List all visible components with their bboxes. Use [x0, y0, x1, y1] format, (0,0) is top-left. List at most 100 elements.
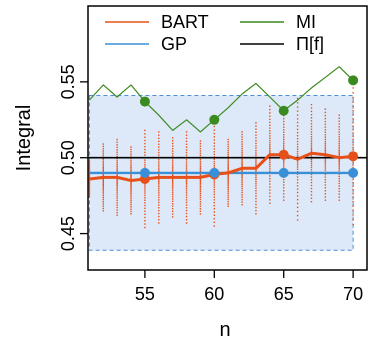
bart-sample-dot [241, 151, 243, 154]
bart-sample-dot [338, 160, 340, 163]
bart-sample-dot [269, 145, 271, 148]
bart-sample-dot [199, 178, 202, 181]
bart-sample-dot [213, 180, 216, 182]
series-marker-bart [348, 151, 359, 162]
bart-sample-dot [213, 204, 216, 207]
bart-sample-dot [171, 161, 174, 163]
bart-sample-dot [130, 184, 132, 186]
bart-sample-dot [352, 132, 354, 134]
bart-sample-dot [296, 152, 299, 155]
bart-sample-dot [88, 162, 91, 165]
bart-sample-dot [324, 161, 327, 163]
bart-sample-dot [255, 158, 257, 160]
bart-sample-dot [102, 196, 104, 199]
bart-sample-dot [88, 170, 91, 172]
bart-sample-dot [338, 193, 340, 195]
legend-label: MI [296, 12, 316, 32]
bart-sample-dot [158, 159, 160, 161]
bart-sample-dot [144, 139, 146, 142]
bart-sample-dot [130, 213, 132, 215]
bart-sample-dot [199, 150, 202, 152]
bart-sample-dot [255, 187, 257, 190]
bart-sample-dot [296, 114, 299, 116]
bart-sample-dot [213, 191, 216, 193]
bart-sample-dot [158, 161, 160, 163]
bart-sample-dot [171, 183, 174, 185]
bart-sample-dot [310, 184, 313, 187]
bart-sample-dot [158, 151, 160, 154]
series-line-bart [89, 151, 354, 182]
bart-sample-dot [241, 164, 243, 166]
bart-sample-dot [227, 170, 229, 172]
series-marker-gp [209, 167, 220, 178]
bart-sample-dot [352, 129, 354, 131]
bart-sample-dot [352, 87, 354, 89]
bart-sample-dot [171, 140, 174, 142]
bart-sample-dot [88, 167, 91, 169]
bart-sample-dot [130, 210, 132, 213]
bart-sample-dot [324, 176, 327, 178]
bart-sample-dot [296, 198, 299, 201]
bart-sample-dot [255, 180, 257, 183]
bart-sample-dot [102, 165, 104, 167]
bart-sample-dot [88, 190, 91, 192]
bart-sample-dot [324, 138, 327, 140]
bart-sample-dot [352, 218, 354, 221]
bart-sample-dot [338, 164, 340, 166]
bart-sample-dot [352, 146, 354, 149]
bart-sample-dot [116, 141, 118, 143]
bart-sample-dot [269, 160, 271, 162]
bart-sample-dot [227, 143, 229, 145]
bart-sample-dot [116, 191, 118, 193]
bart-sample-dot [296, 164, 299, 166]
bart-sample-dot [185, 163, 188, 165]
bart-sample-dot [324, 193, 327, 195]
bart-sample-dot [185, 204, 188, 206]
bart-sample-dot [116, 162, 118, 164]
bart-sample-dot [255, 131, 257, 133]
bart-sample-dot [269, 186, 271, 188]
bart-sample-dot [130, 170, 132, 172]
bart-sample-dot [241, 196, 243, 198]
bart-sample-dot [213, 132, 216, 135]
bart-sample-dot [88, 186, 91, 188]
bart-sample-dot [296, 162, 299, 164]
bart-sample-dot [102, 210, 104, 212]
bart-sample-dot [324, 178, 327, 181]
bart-sample-dot [227, 177, 229, 180]
bart-sample-dot [185, 192, 188, 194]
bart-sample-dot [269, 130, 271, 132]
bart-sample-dot [199, 169, 202, 171]
bart-sample-dot [171, 152, 174, 155]
bart-sample-dot [324, 140, 327, 143]
bart-sample-dot [296, 185, 299, 187]
bart-sample-dot [255, 150, 257, 152]
bart-sample-dot [199, 170, 202, 173]
bart-sample-dot [269, 108, 271, 111]
bart-sample-dot [255, 209, 257, 212]
bart-sample-dot [352, 105, 354, 108]
bart-sample-dot [144, 199, 146, 201]
bart-sample-dot [158, 219, 160, 221]
bart-sample-dot [310, 179, 313, 181]
bart-sample-dot [158, 182, 160, 184]
bart-sample-dot [227, 149, 229, 152]
bart-sample-dot [116, 160, 118, 162]
bart-sample-dot [144, 202, 146, 204]
bart-sample-dot [88, 193, 91, 196]
bart-sample-dot [102, 178, 104, 181]
bart-sample-dot [144, 164, 146, 166]
series-marker-gp [348, 167, 359, 178]
bart-sample-dot [185, 170, 188, 173]
bart-sample-dot [171, 196, 174, 198]
bart-sample-dot [283, 131, 285, 133]
bart-sample-dot [352, 214, 354, 216]
bart-sample-dot [158, 179, 160, 181]
bart-sample-dot [88, 184, 91, 186]
bart-sample-dot [310, 140, 313, 142]
bart-sample-dot [116, 180, 118, 182]
bart-sample-dot [310, 142, 313, 144]
bart-sample-dot [88, 189, 91, 191]
bart-sample-dot [185, 188, 188, 190]
